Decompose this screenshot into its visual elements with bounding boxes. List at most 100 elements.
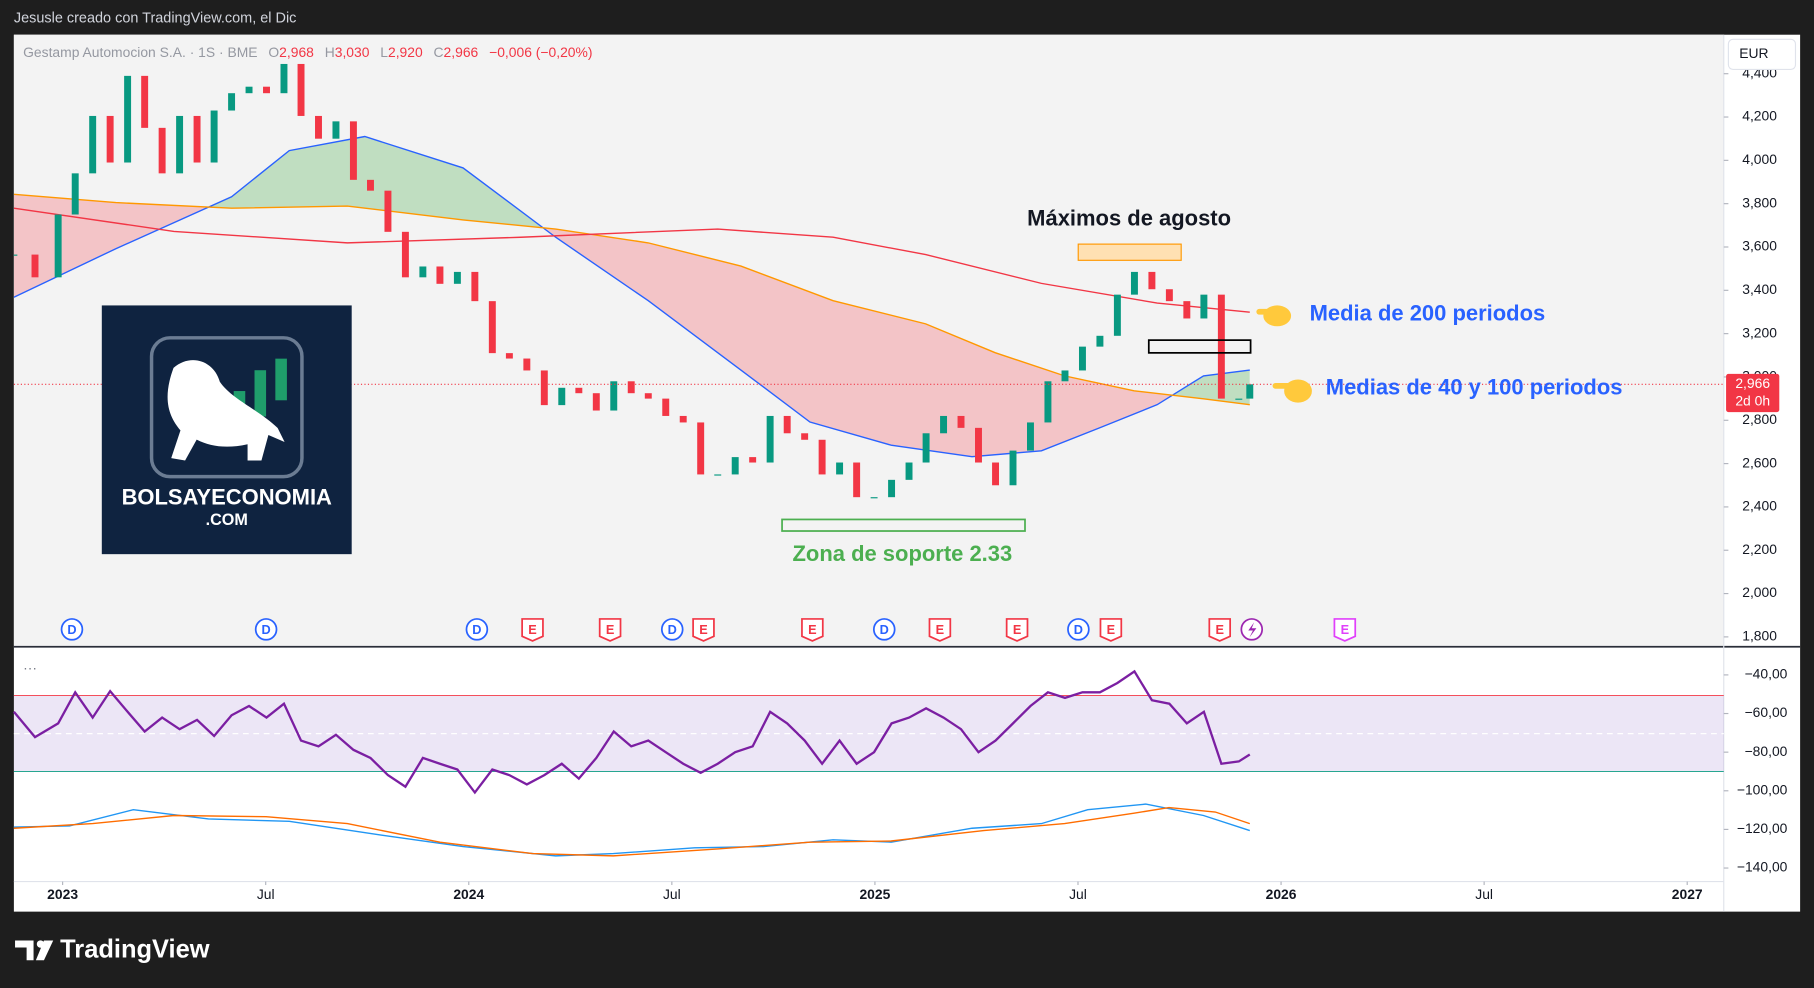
event-icon[interactable] xyxy=(254,618,278,641)
candle xyxy=(992,462,1000,486)
box xyxy=(1147,339,1252,354)
candle xyxy=(940,415,948,434)
x-tick-label: 2024 xyxy=(453,886,484,902)
candle xyxy=(315,115,322,139)
main-plot xyxy=(13,63,1254,499)
candle xyxy=(662,398,670,416)
annotation: Zona de soporte 2.33 xyxy=(792,541,1012,566)
candle xyxy=(1096,335,1104,347)
y2-tick-label: −60,00 xyxy=(1745,704,1788,720)
x-tick-label: Jul xyxy=(1475,886,1493,902)
currency: EUR xyxy=(1739,45,1768,61)
currency-button[interactable] xyxy=(1727,38,1797,71)
candle xyxy=(471,271,479,302)
event-label: D xyxy=(67,622,76,637)
candle xyxy=(540,370,548,406)
legend: Gestamp Automocion S.A. · 1S · BME O2,96… xyxy=(23,44,592,60)
event-icon[interactable] xyxy=(60,618,84,641)
logo-candle xyxy=(275,358,287,401)
event-label: D xyxy=(1074,622,1083,637)
candle xyxy=(1246,384,1254,399)
candle xyxy=(801,433,809,440)
candle xyxy=(124,75,132,163)
candle xyxy=(1078,346,1086,371)
ma-band-below xyxy=(13,194,1250,457)
candle xyxy=(13,254,18,256)
y-tick-label: 2,400 xyxy=(1742,498,1777,514)
candle xyxy=(106,115,114,163)
x-tick-label: 2027 xyxy=(1672,886,1703,902)
candle xyxy=(401,231,409,278)
event-icon xyxy=(692,618,715,642)
event-label: E xyxy=(528,622,536,637)
candle xyxy=(1165,289,1173,302)
y2-tick-label: −100,00 xyxy=(1737,781,1788,797)
y-tick-label: 3,800 xyxy=(1742,194,1777,210)
logo: BOLSAYECONOMIA .COM xyxy=(101,305,352,555)
event-label: E xyxy=(606,622,614,637)
x-tick-label: 2025 xyxy=(859,886,890,902)
candle xyxy=(523,358,531,371)
candle xyxy=(905,462,913,480)
x-tick-label: Jul xyxy=(1069,886,1087,902)
candle xyxy=(1113,294,1121,336)
candle xyxy=(297,63,305,116)
candle xyxy=(453,271,461,284)
candle xyxy=(975,427,982,463)
caption: Jesusle creado con TradingView.com, el D… xyxy=(14,10,297,26)
event-icon[interactable] xyxy=(1067,618,1090,641)
y-tick-label: 2,000 xyxy=(1742,584,1777,600)
candle xyxy=(193,115,201,163)
h-label: H xyxy=(325,44,335,60)
candle xyxy=(697,422,705,475)
event-label: E xyxy=(1013,622,1021,637)
candle xyxy=(644,393,652,399)
logo-name: BOLSAYECONOMIA xyxy=(122,484,332,509)
y2-tick-label: −80,00 xyxy=(1745,743,1788,759)
candle xyxy=(783,415,791,434)
y-tick-label: 3,200 xyxy=(1742,324,1777,340)
candle xyxy=(575,387,583,394)
candle xyxy=(436,266,444,284)
y2-tick-label: −140,00 xyxy=(1737,859,1788,875)
candle xyxy=(71,173,79,215)
annotation: Medias de 40 y 100 periodos xyxy=(1326,375,1623,400)
candle xyxy=(1183,301,1191,319)
event-label: D xyxy=(262,622,271,637)
change: −0,006 (−0,20%) xyxy=(489,44,592,60)
candle xyxy=(419,266,427,278)
o-value: 2,968 xyxy=(279,44,314,60)
candle xyxy=(176,115,184,174)
event-icon[interactable] xyxy=(872,618,896,641)
event-icon xyxy=(1208,618,1232,642)
pane-menu[interactable]: ··· xyxy=(23,659,37,675)
candle xyxy=(1148,271,1156,290)
countdown: 2d 0h xyxy=(1735,392,1770,408)
event-icon xyxy=(1099,618,1123,642)
annotation: Máximos de agosto xyxy=(1027,206,1231,231)
candle xyxy=(89,115,97,174)
candle xyxy=(141,75,149,128)
candle xyxy=(957,415,965,428)
y2-tick-label: −120,00 xyxy=(1737,820,1788,836)
footer: TradingView xyxy=(15,936,210,964)
l-value: 2,920 xyxy=(388,44,423,60)
candle xyxy=(870,497,878,499)
event-label: E xyxy=(936,622,944,637)
candle xyxy=(245,86,253,94)
event-icon[interactable] xyxy=(660,618,684,641)
candle xyxy=(592,393,600,411)
candle xyxy=(766,415,774,463)
moving-average xyxy=(13,135,1250,458)
candle xyxy=(280,63,288,94)
event-label: E xyxy=(1215,622,1223,637)
x-tick-label: Jul xyxy=(257,886,275,902)
event-icon[interactable] xyxy=(465,618,489,641)
candle xyxy=(836,462,844,475)
candle xyxy=(263,86,270,94)
candle xyxy=(1217,294,1225,399)
event-icon xyxy=(801,618,824,642)
x-tick-label: 2023 xyxy=(47,886,78,902)
